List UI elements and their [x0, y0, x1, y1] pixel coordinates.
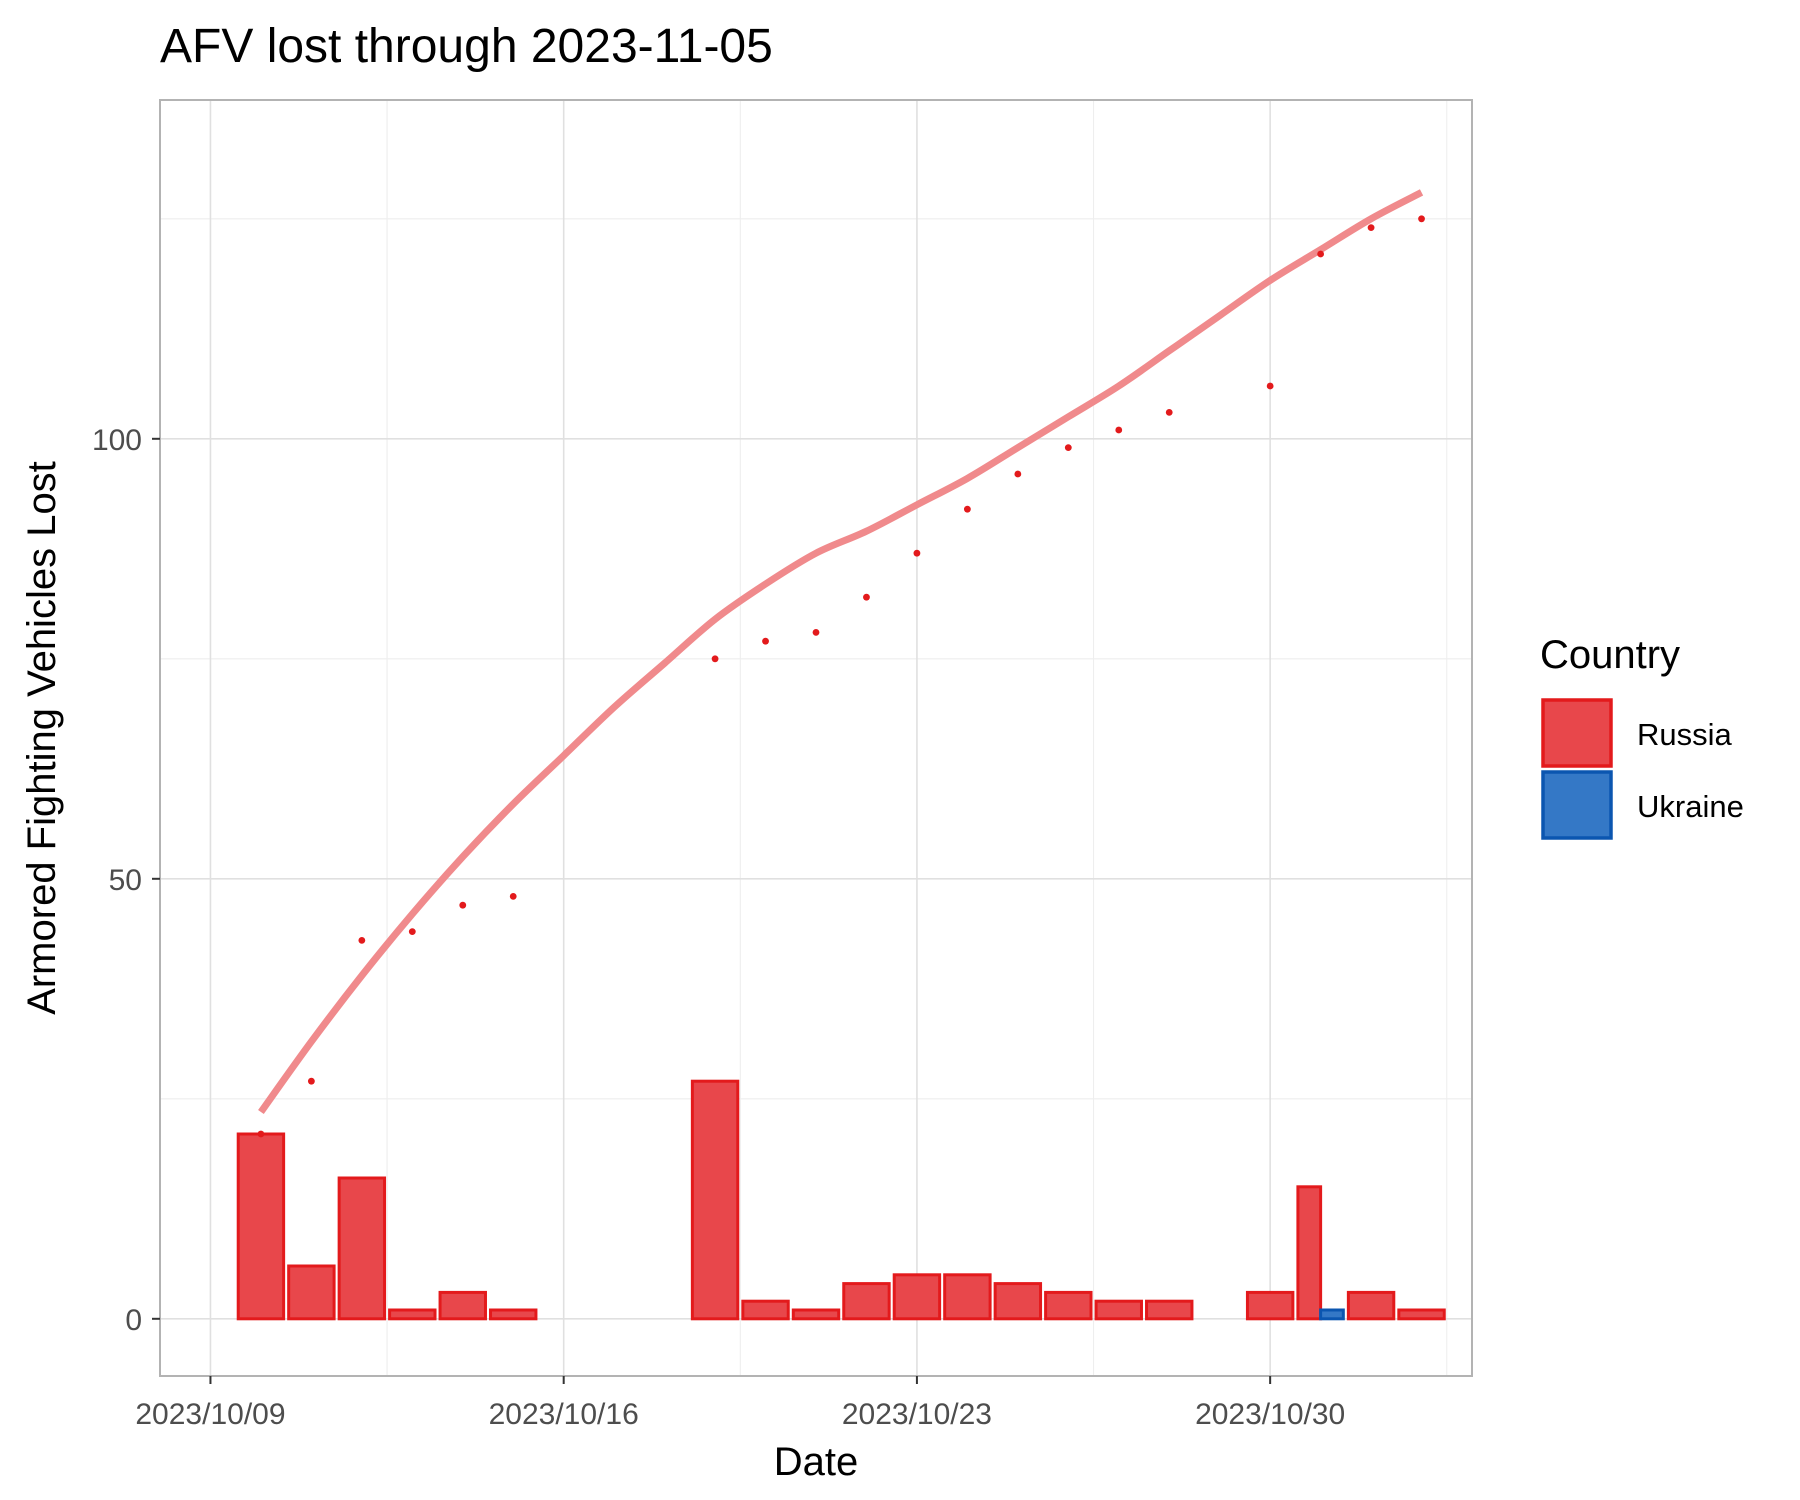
point-russia-2023-10-10 [257, 1130, 265, 1138]
bar-russia-2023-10-27 [1094, 1299, 1143, 1321]
bar-russia-2023-10-26 [1044, 1290, 1093, 1321]
point-russia-2023-11-01 [1367, 224, 1375, 232]
bar-russia-2023-10-30 [1245, 1290, 1295, 1321]
point-russia-2023-10-23 [913, 549, 921, 557]
x-axis-title: Date [774, 1440, 859, 1484]
y-tick-label: 100 [92, 424, 142, 457]
trend-line [258, 189, 1424, 1115]
legend-key-russia [1541, 698, 1613, 768]
bars [236, 1079, 1446, 1321]
point-russia-2023-10-26 [1064, 444, 1072, 451]
point-russia-2023-10-27 [1115, 426, 1123, 434]
point-russia-2023-10-21 [812, 629, 820, 636]
y-tick-label: 50 [109, 864, 142, 897]
bar-russia-2023-10-21 [791, 1308, 841, 1321]
bar-russia-2023-10-24 [943, 1273, 992, 1321]
point-russia-2023-10-15 [509, 893, 517, 900]
bar-russia-2023-10-14 [438, 1290, 487, 1321]
x-tick-label: 2023/10/09 [135, 1398, 285, 1431]
point-russia-2023-10-31 [1317, 250, 1325, 258]
legend-title: Country [1540, 633, 1680, 677]
bar-russia-2023-10-22 [842, 1282, 891, 1321]
legend-key-ukraine [1541, 770, 1613, 840]
bar-russia-2023-10-20 [741, 1299, 790, 1321]
point-russia-2023-10-22 [863, 593, 870, 601]
y-axis-title: Armored Fighting Vehicles Lost [20, 461, 64, 1015]
bar-russia-2023-10-31 [1296, 1185, 1323, 1321]
x-tick-label: 2023/10/30 [1195, 1398, 1345, 1431]
bar-russia-2023-10-19 [690, 1079, 740, 1321]
y-tick-label: 0 [125, 1304, 142, 1337]
point-russia-2023-10-13 [408, 928, 416, 935]
x-tick-label: 2023/10/23 [842, 1398, 992, 1431]
bar-russia-2023-10-15 [489, 1308, 538, 1321]
bar-russia-2023-10-11 [287, 1264, 336, 1321]
point-russia-2023-10-11 [307, 1077, 315, 1085]
bar-russia-2023-10-10 [236, 1132, 286, 1321]
bar-russia-2023-11-02 [1397, 1308, 1446, 1321]
legend-label-russia: Russia [1637, 717, 1733, 752]
point-russia-2023-10-20 [762, 637, 769, 645]
bar-russia-2023-10-25 [993, 1282, 1043, 1321]
y-axis: 0 50 100 [92, 424, 160, 1337]
point-russia-2023-10-12 [358, 937, 366, 944]
chart-title: AFV lost through 2023-11-05 [160, 20, 773, 73]
point-russia-2023-10-30 [1266, 382, 1274, 390]
bar-ukraine-2023-10-31 [1319, 1308, 1345, 1321]
x-axis: 2023/10/09 2023/10/16 2023/10/23 2023/10/30 [135, 1376, 1345, 1431]
cumulative-points [257, 215, 1425, 1138]
point-russia-2023-10-28 [1165, 409, 1173, 416]
point-russia-2023-10-24 [963, 505, 971, 513]
x-tick-label: 2023/10/16 [489, 1398, 639, 1431]
bar-russia-2023-10-13 [388, 1308, 437, 1321]
point-russia-2023-10-19 [711, 655, 719, 663]
point-russia-2023-10-25 [1014, 470, 1022, 478]
bar-russia-2023-10-23 [892, 1273, 942, 1321]
trend-line-russia [258, 189, 1424, 1115]
bar-russia-2023-10-12 [337, 1176, 387, 1321]
point-russia-2023-10-14 [459, 901, 467, 909]
bar-russia-2023-10-28 [1145, 1299, 1194, 1321]
legend: Country Russia Ukraine [1540, 633, 1744, 840]
legend-label-ukraine: Ukraine [1637, 789, 1744, 824]
bar-russia-2023-11-01 [1346, 1290, 1396, 1321]
plot-panel-border [159, 99, 1473, 1377]
point-russia-2023-11-02 [1418, 215, 1425, 223]
